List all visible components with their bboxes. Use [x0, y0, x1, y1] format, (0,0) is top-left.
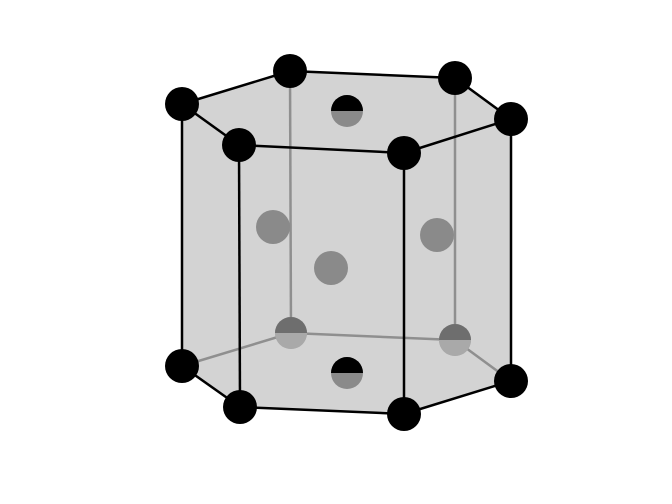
corner-atom: [494, 102, 528, 136]
front-edge: [403, 117, 512, 155]
back-corner-atom-cap: [439, 324, 471, 340]
corner-atom: [165, 349, 199, 383]
interior-atoms: [256, 210, 454, 285]
back-corner-atom-cap: [275, 317, 307, 333]
front-edge: [238, 143, 405, 155]
corner-atom: [494, 364, 528, 398]
corner-atom: [387, 136, 421, 170]
front-edge: [403, 379, 512, 416]
face-center-atom-cap: [331, 357, 363, 373]
front-edge: [181, 69, 291, 106]
face-center-atom: [331, 95, 363, 127]
front-edge: [237, 144, 242, 408]
back-edge: [288, 70, 293, 334]
front-edge: [239, 405, 405, 416]
cell-silhouette: [182, 71, 511, 414]
interior-atom: [420, 218, 454, 252]
interior-atom: [256, 210, 290, 244]
corner-atom: [387, 397, 421, 431]
face-center-atom: [331, 357, 363, 389]
back-edge: [290, 331, 456, 342]
corner-atom: [273, 54, 307, 88]
face-center-atom-cap: [331, 95, 363, 111]
corner-atom: [223, 390, 257, 424]
front-edge: [289, 69, 456, 80]
corner-atom: [222, 128, 256, 162]
back-corner-atom: [275, 317, 307, 349]
back-corner-atom: [439, 324, 471, 356]
corner-atom: [438, 61, 472, 95]
back-edge: [181, 331, 292, 368]
corner-atoms: [165, 54, 528, 431]
back-edges: [181, 70, 512, 383]
corner-atom: [165, 87, 199, 121]
interior-atom: [314, 251, 348, 285]
face-center-atoms: [331, 95, 363, 389]
